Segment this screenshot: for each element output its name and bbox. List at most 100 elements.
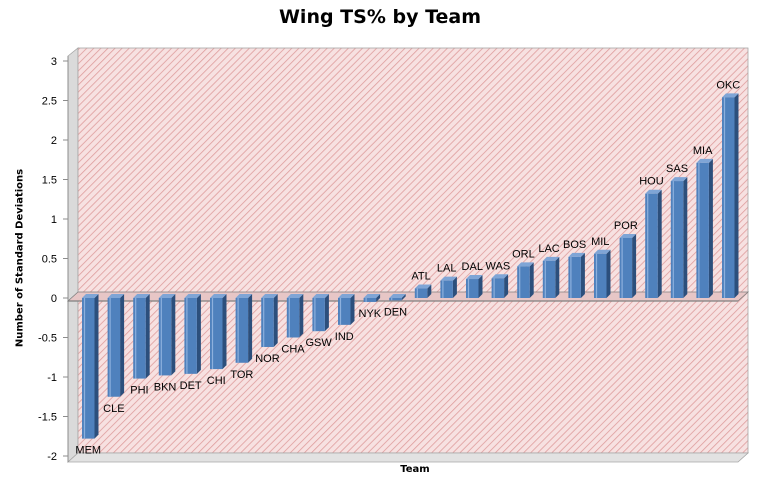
bar-top (696, 158, 713, 163)
category-label: LAL (437, 263, 457, 275)
bar-side (734, 93, 739, 298)
bar-side (376, 294, 381, 302)
bar-front (312, 298, 325, 332)
y-tick-label: 3 (51, 56, 57, 68)
category-label: TOR (230, 369, 253, 381)
bar-top (107, 294, 125, 298)
bar-side (299, 294, 304, 338)
y-axis-ticks: 3 2.5 2 1.5 1 0.5 0 -0.5 -1 -1.5 -2 (38, 56, 68, 463)
bar-side (196, 294, 201, 374)
category-label: ATL (411, 271, 430, 283)
bar-front (696, 162, 709, 298)
bar-front (235, 298, 249, 363)
bar-side (504, 274, 509, 298)
bar-side (171, 294, 176, 376)
y-tick-label: 2.5 (42, 96, 57, 108)
bar-top (286, 294, 304, 298)
bar-top (312, 294, 329, 298)
bar-front (389, 298, 402, 301)
y-tick-label: -1.5 (38, 412, 57, 424)
bar-side (248, 294, 253, 363)
chart-floor (66, 452, 750, 463)
category-label: POR (614, 220, 638, 232)
bar-side (555, 256, 560, 298)
bar-front (594, 253, 607, 298)
bar-chi (210, 294, 227, 370)
bar-phi (133, 294, 150, 379)
bar-nor (261, 294, 278, 347)
bar-side (222, 294, 227, 370)
bar-top (568, 252, 585, 257)
bar-front (82, 298, 95, 439)
bar-top (158, 294, 176, 298)
bar-dal (466, 275, 483, 298)
bar-front (363, 298, 377, 302)
bar-front (414, 288, 428, 298)
bar-mil (594, 249, 611, 298)
bar-bkn (158, 294, 176, 376)
bar-top (82, 294, 99, 298)
chart-wall-left (67, 47, 79, 463)
bar-top (466, 275, 483, 280)
bar-sas (670, 177, 688, 298)
bar-por (619, 233, 637, 298)
bar-ind (338, 294, 355, 325)
bar-cle (107, 294, 125, 397)
bar-okc (722, 93, 739, 298)
bar-side (145, 294, 150, 379)
bar-top (440, 276, 457, 281)
bar-was (491, 274, 509, 298)
bar-hou (645, 189, 662, 298)
bar-side (580, 252, 585, 298)
bar-det (184, 294, 201, 374)
bar-top (363, 294, 381, 298)
bar-side (606, 249, 611, 298)
bar-side (708, 158, 713, 298)
bar-front (619, 237, 633, 298)
bar-side (401, 294, 406, 301)
category-label: CHA (281, 344, 305, 356)
bar-front (440, 280, 453, 298)
category-label: OKC (716, 79, 740, 91)
y-tick-label: 0 (51, 293, 57, 305)
category-label: DET (180, 380, 202, 392)
bar-side (350, 294, 355, 325)
bar-side (273, 294, 278, 347)
bar-front (542, 260, 556, 298)
bar-front (107, 298, 121, 397)
chart-wall-back (77, 47, 749, 454)
bar-front (722, 97, 735, 298)
bar-front (517, 266, 530, 298)
x-axis-label: Team (400, 464, 430, 475)
bar-side (324, 294, 329, 332)
y-tick-label: -0.5 (38, 333, 57, 345)
bar-side (683, 177, 688, 298)
bar-top (670, 177, 688, 182)
bar-lac (542, 256, 560, 298)
bar-lal (440, 276, 457, 298)
category-label: IND (335, 331, 354, 343)
bar-mem (82, 294, 99, 439)
category-label: HOU (639, 176, 664, 188)
y-tick-label: 0.5 (42, 254, 57, 266)
bar-front (261, 298, 274, 347)
bar-top (235, 294, 253, 298)
category-label: MIL (591, 236, 609, 248)
category-label: LAC (538, 243, 559, 255)
category-label: ORL (512, 248, 535, 260)
bar-front (158, 298, 172, 376)
bar-side (94, 294, 99, 439)
category-label: CHI (207, 375, 226, 387)
bar-top (133, 294, 150, 298)
bar-top (491, 274, 509, 279)
bar-front (670, 181, 684, 298)
bar-bos (568, 252, 585, 298)
bar-top (594, 249, 611, 254)
category-label: BKN (154, 381, 177, 393)
bar-top (645, 189, 662, 194)
category-label: DAL (462, 261, 483, 273)
bar-front (286, 298, 300, 338)
category-label: NYK (359, 308, 382, 320)
bar-side (427, 284, 432, 298)
